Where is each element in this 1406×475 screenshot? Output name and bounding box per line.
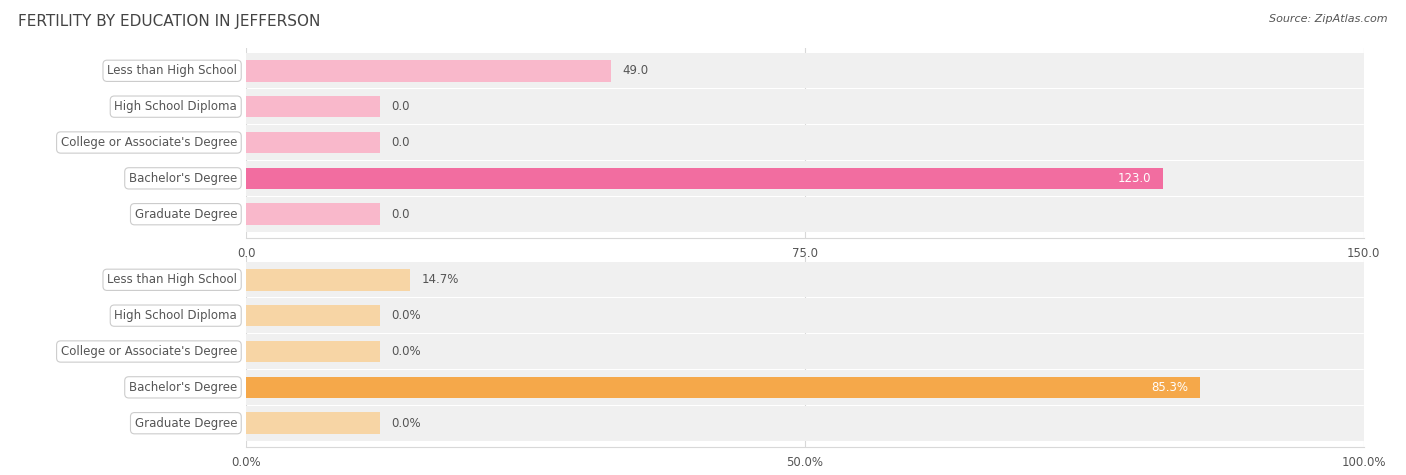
Text: 0.0%: 0.0%	[391, 417, 420, 430]
Bar	[246, 168, 1163, 189]
Text: College or Associate's Degree: College or Associate's Degree	[60, 345, 238, 358]
Bar	[246, 262, 1364, 297]
Bar	[246, 412, 380, 434]
Bar	[246, 161, 1364, 196]
Bar	[246, 60, 612, 82]
Text: Less than High School: Less than High School	[107, 273, 238, 286]
Text: 0.0: 0.0	[391, 208, 411, 221]
Text: Bachelor's Degree: Bachelor's Degree	[129, 172, 238, 185]
Bar	[246, 305, 380, 326]
Text: 123.0: 123.0	[1118, 172, 1152, 185]
Text: 0.0%: 0.0%	[391, 309, 420, 322]
Text: Graduate Degree: Graduate Degree	[135, 417, 238, 430]
Bar	[246, 377, 1199, 398]
Bar	[246, 125, 1364, 160]
Bar	[246, 370, 1364, 405]
Bar	[246, 269, 411, 291]
Text: 14.7%: 14.7%	[422, 273, 458, 286]
Text: FERTILITY BY EDUCATION IN JEFFERSON: FERTILITY BY EDUCATION IN JEFFERSON	[18, 14, 321, 29]
Bar	[246, 203, 380, 225]
Bar	[246, 334, 1364, 369]
Bar	[246, 89, 1364, 124]
Text: High School Diploma: High School Diploma	[114, 100, 238, 113]
Text: High School Diploma: High School Diploma	[114, 309, 238, 322]
Bar	[246, 406, 1364, 441]
Text: 49.0: 49.0	[623, 64, 648, 77]
Text: Less than High School: Less than High School	[107, 64, 238, 77]
Bar	[246, 197, 1364, 232]
Bar	[246, 132, 380, 153]
Text: Bachelor's Degree: Bachelor's Degree	[129, 381, 238, 394]
Bar	[246, 96, 380, 117]
Bar	[246, 341, 380, 362]
Text: 0.0%: 0.0%	[391, 345, 420, 358]
Text: Graduate Degree: Graduate Degree	[135, 208, 238, 221]
Text: 0.0: 0.0	[391, 136, 411, 149]
Text: College or Associate's Degree: College or Associate's Degree	[60, 136, 238, 149]
Text: 0.0: 0.0	[391, 100, 411, 113]
Bar	[246, 53, 1364, 88]
Text: 85.3%: 85.3%	[1152, 381, 1188, 394]
Bar	[246, 298, 1364, 333]
Text: Source: ZipAtlas.com: Source: ZipAtlas.com	[1270, 14, 1388, 24]
